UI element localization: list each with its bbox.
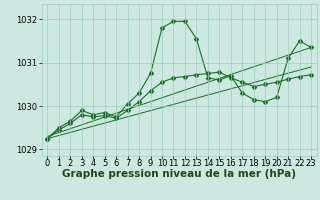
X-axis label: Graphe pression niveau de la mer (hPa): Graphe pression niveau de la mer (hPa) xyxy=(62,169,296,179)
